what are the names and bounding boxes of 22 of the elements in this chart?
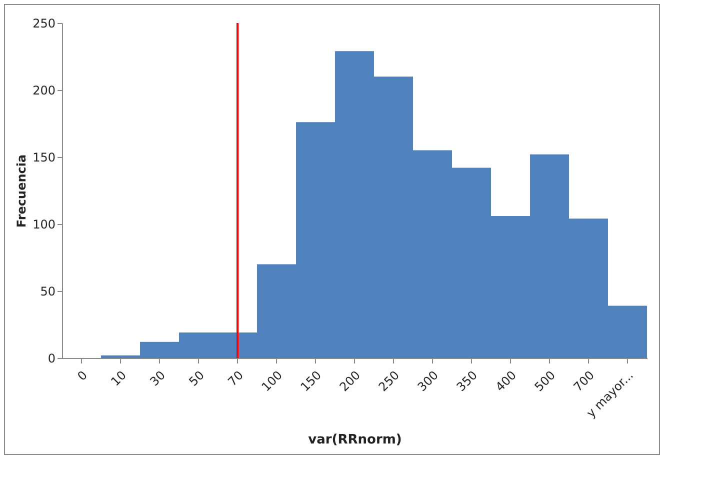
x-tick-label: 10 [108, 368, 129, 389]
x-tick-label: 200 [336, 368, 363, 394]
y-tick-label: 250 [32, 16, 56, 30]
x-tick-label: 0 [74, 368, 90, 384]
x-tick-label: 400 [492, 368, 519, 394]
y-tick-label: 0 [48, 352, 56, 366]
x-tick-label: 700 [570, 368, 597, 394]
x-tick-label: 30 [147, 368, 168, 389]
x-tick-label: 150 [298, 368, 324, 394]
y-tick-label: 150 [32, 150, 56, 164]
x-tick-label: 300 [414, 368, 441, 394]
y-tick-label: 50 [40, 284, 56, 298]
x-tick-label: 500 [532, 368, 558, 394]
x-tick-label: 350 [454, 368, 480, 394]
y-tick-label: 100 [32, 218, 56, 232]
x-axis-title: var(RRnorm) [308, 432, 402, 448]
y-tick-label: 200 [32, 84, 56, 98]
x-tick-label: 250 [376, 368, 402, 394]
x-tick-label: 50 [186, 368, 207, 389]
y-axis-title: Frecuencia [14, 154, 29, 228]
x-tick-label: 100 [258, 368, 285, 394]
x-tick-label: 70 [225, 368, 246, 389]
